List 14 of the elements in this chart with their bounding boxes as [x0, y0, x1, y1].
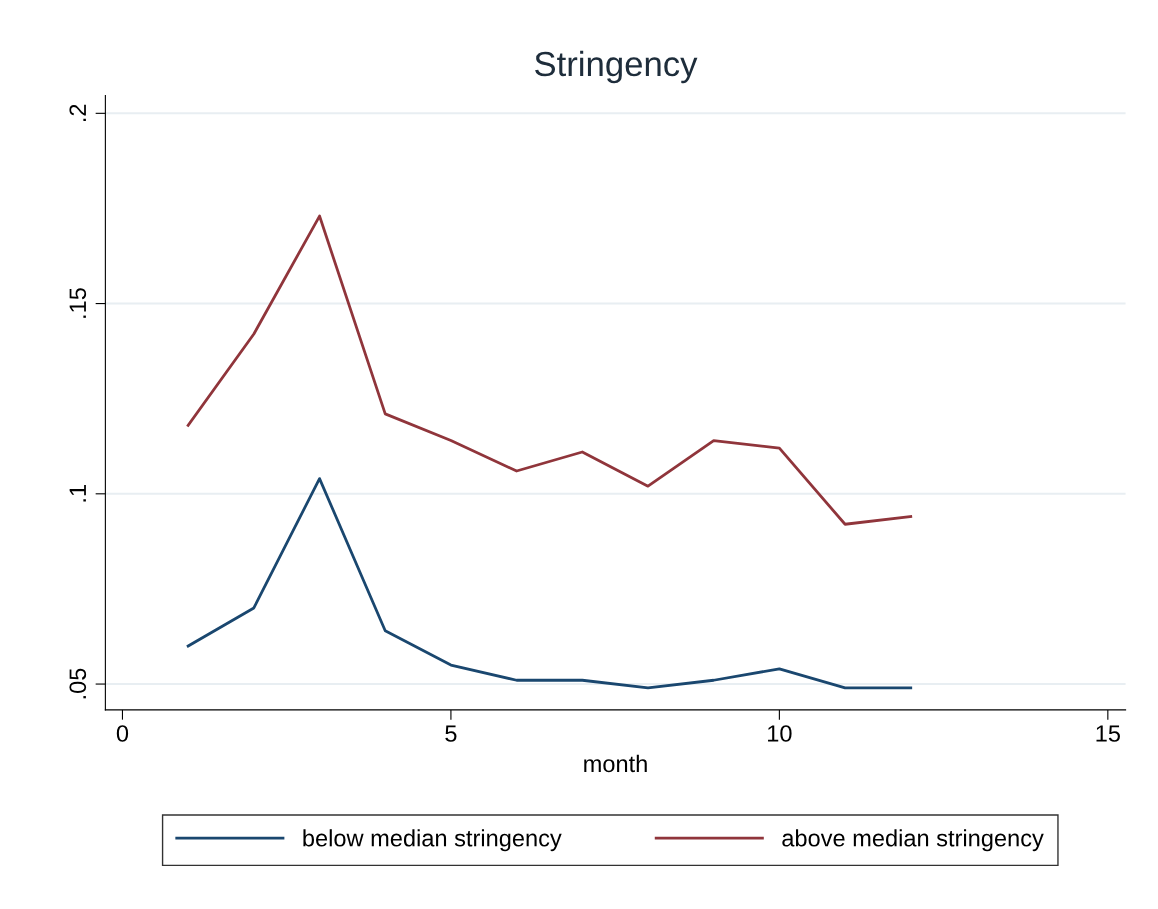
x-tick-label: 10	[768, 725, 792, 742]
x-axis-title: month	[584, 754, 647, 773]
line-series	[186, 477, 913, 690]
y-tick-label: .1	[69, 485, 86, 502]
x-tick-label: 5	[445, 725, 457, 742]
y-tick-label: .2	[69, 104, 86, 122]
x-tick-label: 0	[116, 725, 129, 742]
legend-label: below median stringency	[303, 829, 562, 852]
chart-title: Stringency	[535, 50, 698, 84]
x-tick-label: 15	[1096, 725, 1120, 742]
y-tick-label: .05	[69, 668, 87, 699]
y-tick-label: .15	[69, 288, 87, 318]
legend-label: above median stringency	[782, 829, 1044, 852]
line-series	[186, 214, 913, 526]
